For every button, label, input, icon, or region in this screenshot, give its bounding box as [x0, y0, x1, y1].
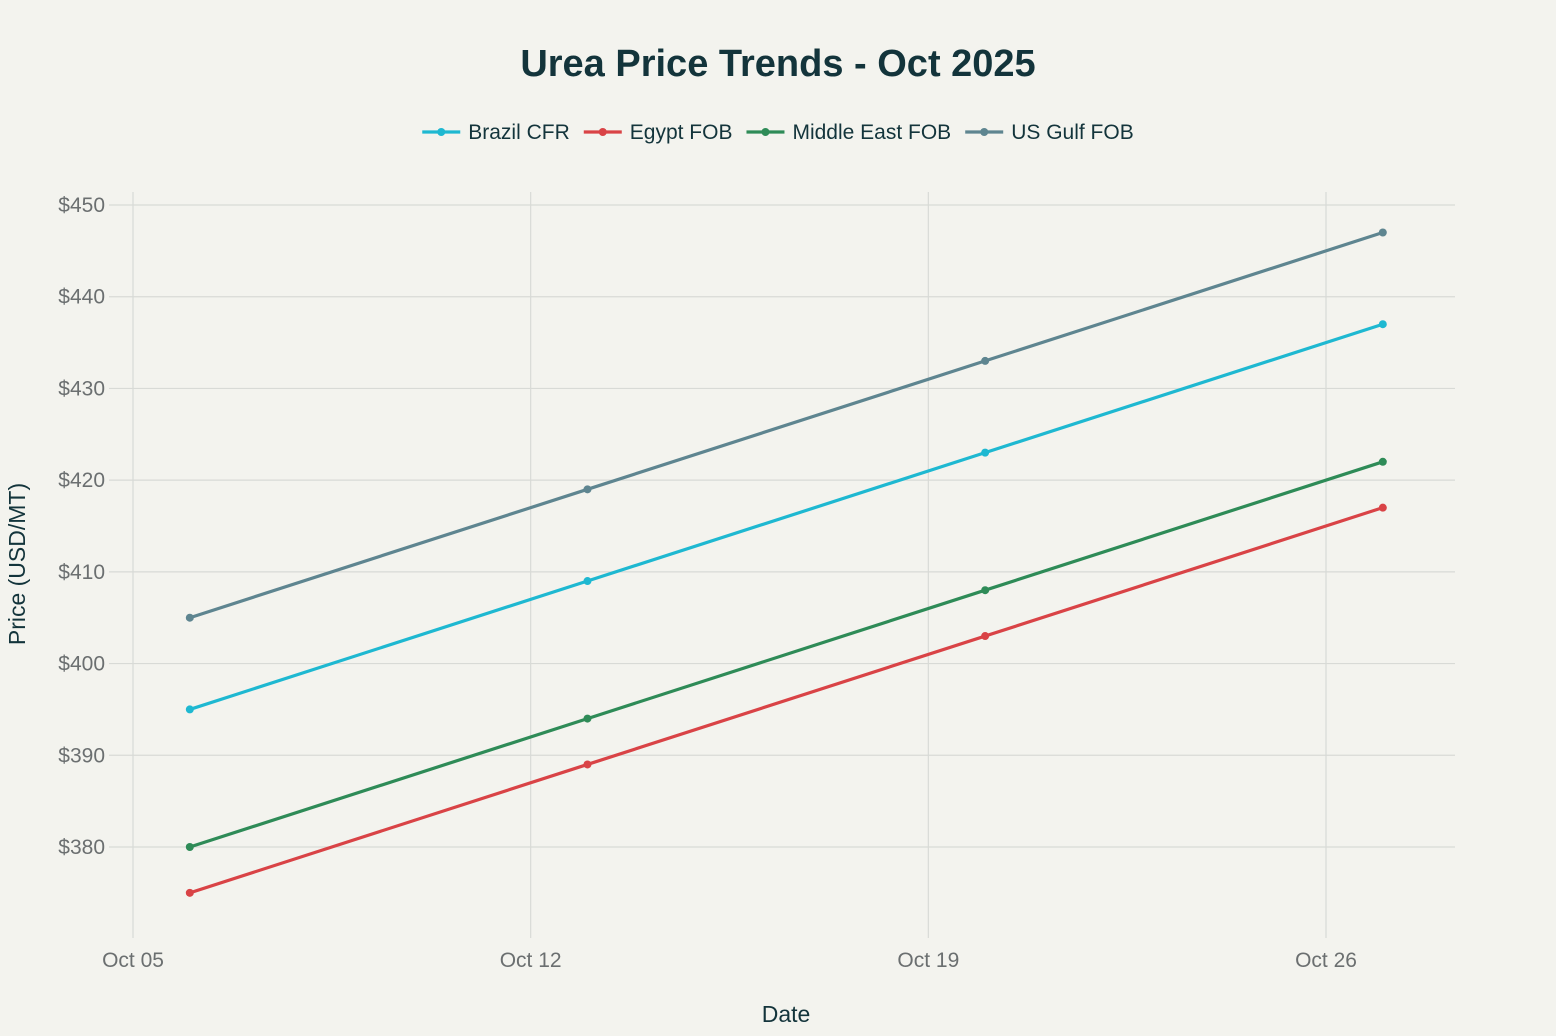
y-tick-label: $390 — [58, 744, 105, 767]
legend-label: US Gulf FOB — [1011, 121, 1134, 144]
ticks-layer: $380 $390 $400 $410 $420 $430 $440 $450 Oct 05 Oc… — [58, 194, 1357, 972]
series-middle-east-fob — [185, 457, 1387, 851]
legend-label: Egypt FOB — [630, 121, 733, 144]
y-tick-label: $440 — [58, 286, 105, 309]
series-line — [188, 460, 1385, 849]
y-tick-label: $430 — [58, 377, 105, 400]
x-tick-label: Oct 05 — [102, 949, 164, 972]
legend-item[interactable]: Middle East FOB — [746, 121, 951, 144]
data-point — [1378, 457, 1387, 466]
x-axis-title: Date — [762, 1001, 811, 1027]
legend-item[interactable]: Brazil CFR — [422, 121, 570, 144]
series-layer — [185, 228, 1387, 897]
y-tick-label: $380 — [58, 836, 105, 859]
x-tick-label: Oct 26 — [1295, 949, 1357, 972]
data-point — [583, 577, 592, 586]
data-point — [1378, 320, 1387, 329]
legend-swatch-marker — [980, 128, 989, 136]
y-tick-label: $450 — [58, 194, 105, 217]
data-point — [981, 632, 990, 641]
data-point — [981, 356, 990, 365]
legend-swatch-marker — [761, 128, 770, 136]
legend-label: Middle East FOB — [792, 121, 951, 144]
grid-layer — [109, 192, 1455, 938]
chart-title: Urea Price Trends - Oct 2025 — [520, 43, 1035, 85]
series-line — [188, 322, 1385, 712]
x-tick-label: Oct 12 — [500, 949, 562, 972]
x-tick-label: Oct 19 — [897, 949, 959, 972]
legend-label: Brazil CFR — [468, 121, 570, 144]
legend-swatch-marker — [598, 128, 607, 136]
data-point — [981, 448, 990, 457]
data-point — [185, 705, 194, 714]
data-point — [185, 888, 194, 897]
series-egypt-fob — [185, 503, 1387, 897]
series-line — [188, 230, 1385, 620]
legend: Brazil CFR Egypt FOB Middle East FOB US Gul… — [422, 121, 1134, 144]
data-point — [583, 760, 592, 769]
data-point — [583, 714, 592, 723]
series-line — [188, 506, 1385, 895]
legend-swatch-marker — [437, 128, 446, 136]
y-axis-title: Price (USD/MT) — [4, 483, 30, 645]
y-tick-label: $400 — [58, 653, 105, 676]
data-point — [981, 586, 990, 595]
data-point — [1378, 228, 1387, 237]
series-brazil-cfr — [185, 320, 1387, 714]
data-point — [185, 843, 194, 851]
series-us-gulf-fob — [185, 228, 1387, 622]
data-point — [583, 485, 592, 494]
y-tick-label: $420 — [58, 469, 105, 492]
legend-item[interactable]: Egypt FOB — [583, 121, 733, 144]
legend-item[interactable]: US Gulf FOB — [965, 121, 1134, 144]
y-tick-label: $410 — [58, 561, 105, 584]
data-point — [1378, 503, 1387, 512]
data-point — [185, 613, 194, 622]
